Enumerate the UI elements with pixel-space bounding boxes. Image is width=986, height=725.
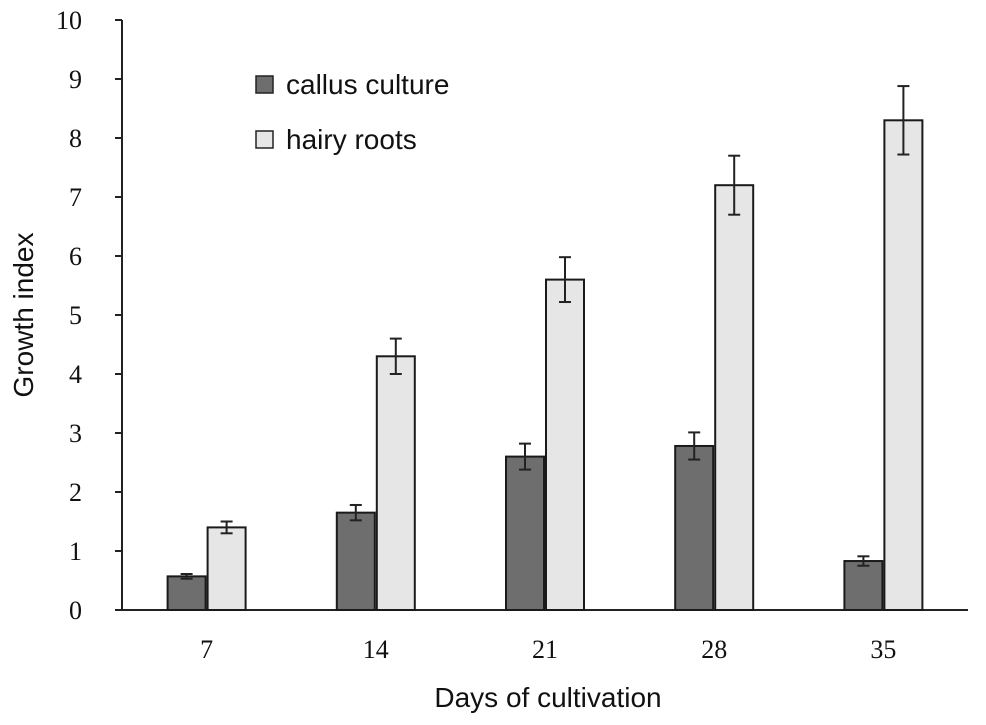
y-ticks: 0 1 2 3 4 5 6 7 8 9 10 — [56, 6, 122, 625]
bar-hairy-roots — [714, 184, 755, 611]
y-tick-label: 4 — [69, 360, 82, 389]
bar-callus-culture — [505, 455, 545, 611]
y-tick-label: 10 — [56, 6, 82, 35]
y-tick-label: 7 — [69, 183, 82, 212]
legend-label-hairy: hairy roots — [286, 124, 417, 155]
bar-hairy-roots — [206, 526, 247, 612]
bar-callus-culture — [674, 444, 715, 612]
x-ticks: 7 14 21 28 35 — [200, 635, 896, 664]
x-tick-label: 7 — [200, 635, 213, 664]
y-axis-title: Growth index — [8, 233, 39, 398]
legend-swatch-hairy — [255, 130, 274, 149]
x-tick-label: 21 — [532, 635, 558, 664]
bar-hairy-roots — [375, 355, 416, 611]
x-tick-label: 35 — [870, 635, 896, 664]
y-tick-label: 8 — [69, 124, 82, 153]
bar-callus-culture — [335, 511, 376, 612]
error-bars — [180, 85, 910, 580]
legend-label-callus: callus culture — [286, 69, 449, 100]
bar-hairy-roots — [545, 278, 585, 611]
y-tick-label: 0 — [69, 596, 82, 625]
y-tick-label: 6 — [69, 242, 82, 271]
bar-hairy-roots — [883, 119, 924, 612]
y-tick-label: 1 — [69, 537, 82, 566]
x-tick-label: 28 — [701, 635, 727, 664]
x-tick-label: 14 — [363, 635, 389, 664]
y-tick-label: 9 — [69, 65, 82, 94]
bars — [166, 119, 924, 612]
x-axis-title: Days of cultivation — [434, 682, 661, 713]
bar-callus-culture — [166, 575, 207, 611]
y-tick-label: 2 — [69, 478, 82, 507]
y-tick-label: 3 — [69, 419, 82, 448]
legend: callus culture hairy roots — [255, 69, 449, 155]
y-tick-label: 5 — [69, 301, 82, 330]
bar-callus-culture — [843, 560, 884, 612]
legend-swatch-callus — [255, 75, 274, 94]
